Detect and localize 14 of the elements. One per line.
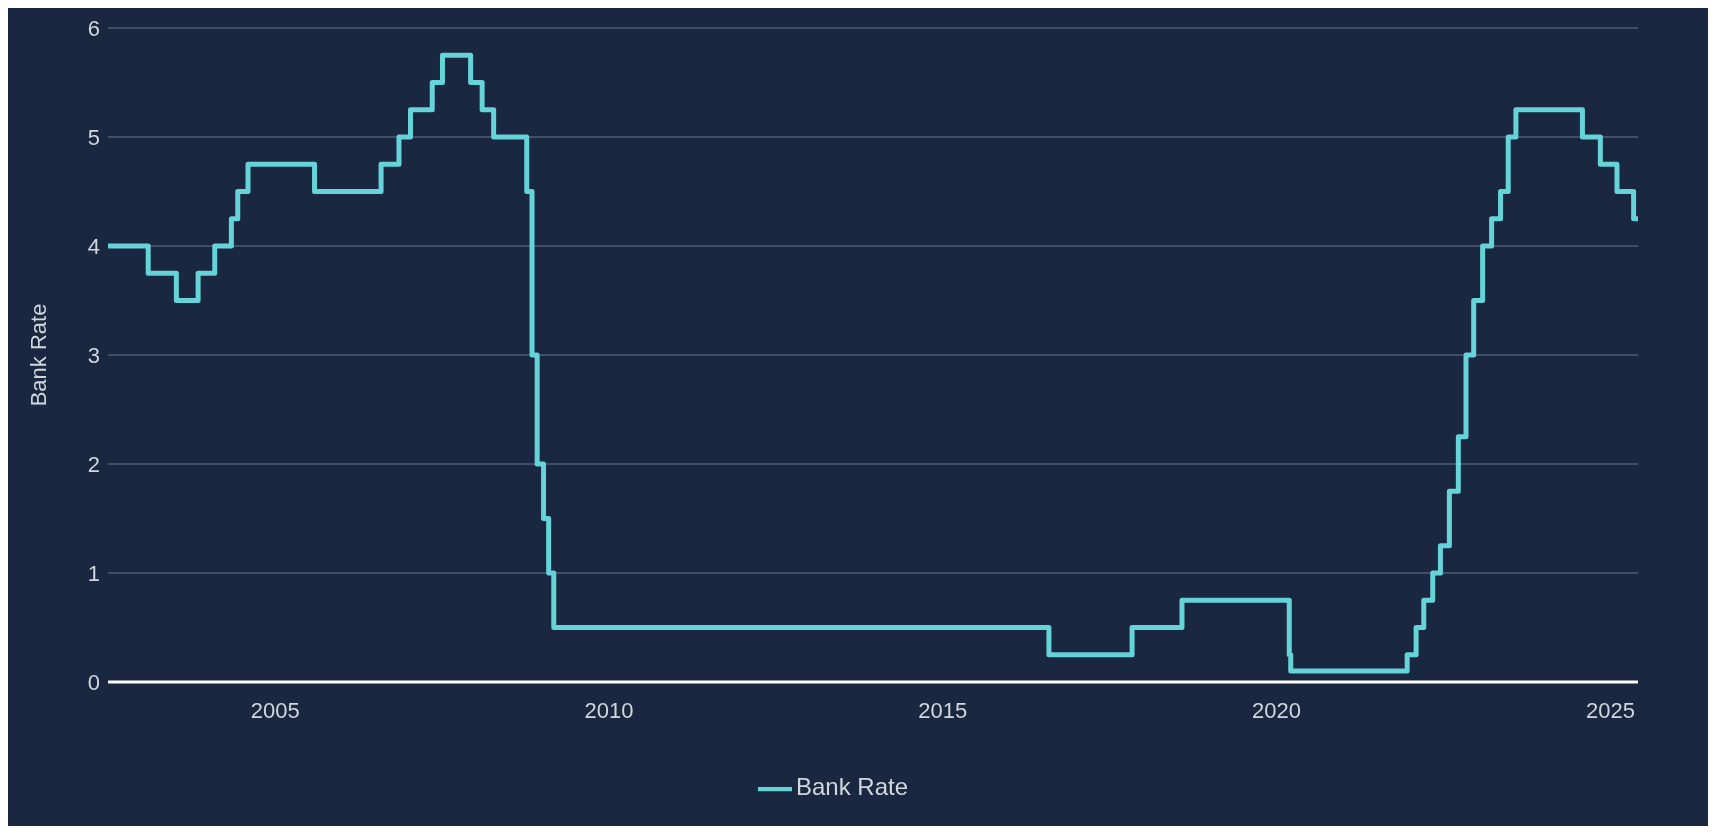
x-tick-label: 2005 <box>250 697 300 723</box>
y-tick-label: 6 <box>87 15 100 41</box>
y-tick-label: 1 <box>87 560 100 586</box>
y-tick-label: 3 <box>87 342 100 368</box>
legend-label: Bank Rate <box>795 773 909 801</box>
x-tick-label: 2010 <box>584 697 634 723</box>
y-tick-label: 4 <box>87 233 100 259</box>
y-tick-label: 0 <box>87 669 100 695</box>
y-tick-label: 2 <box>87 451 100 477</box>
y-axis-title: Bank Rate <box>25 303 51 407</box>
x-tick-label: 2015 <box>918 697 968 723</box>
x-tick-label: 2020 <box>1252 697 1301 723</box>
x-tick-label: 2025 <box>1585 697 1635 723</box>
y-tick-label: 5 <box>87 124 100 150</box>
